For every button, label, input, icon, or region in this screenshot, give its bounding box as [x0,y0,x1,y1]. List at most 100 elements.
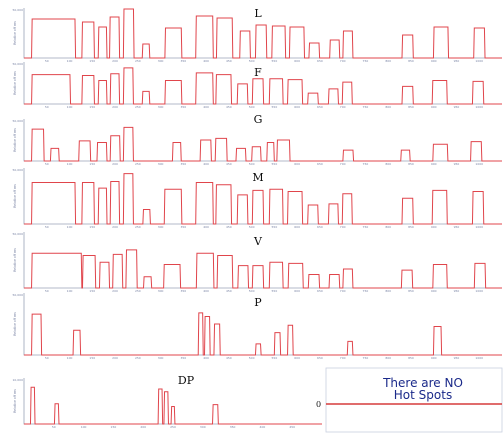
panel-v: 50,000 Relative off ms 50 100 150 200 250 300 35… [13,232,502,293]
x-tick-label: 550 [272,356,278,360]
panel-label: G [254,113,263,126]
peak-mark [50,148,59,161]
x-tick-label: 100 [67,59,73,63]
peak-mark [252,190,263,224]
x-tick-label: 200 [112,59,118,63]
peak-mark [213,405,219,424]
x-tick-label: 350 [230,425,236,429]
x-tick-label: 400 [260,425,266,429]
panel-label: F [254,66,262,79]
peak-mark [99,262,109,288]
x-tick-label: 800 [385,59,391,63]
x-tick-label: 350 [180,289,186,293]
x-tick-label: 200 [112,105,118,109]
panel-l: 50,000 Relative off ms 50 100 150 200 250 300 35… [13,7,502,63]
peak-mark [474,263,485,288]
x-tick-label: 500 [249,105,255,109]
peak-mark [196,253,214,288]
x-tick-label: 1000 [475,59,483,63]
y-tick-label: 50,000 [13,293,24,297]
x-tick-label: 950 [454,59,460,63]
peak-mark [433,27,448,58]
x-tick-label: 350 [180,59,186,63]
x-tick-label: 900 [431,162,437,166]
peak-mark [236,148,246,161]
x-tick-label: 300 [158,225,164,229]
series-line [24,173,502,225]
peak-mark [32,75,71,104]
peak-mark [288,80,303,104]
x-tick-label: 550 [272,289,278,293]
y-tick-label: 10,000 [13,378,24,382]
x-tick-label: 300 [158,356,164,360]
x-tick-label: 150 [89,59,95,63]
peak-mark [288,325,294,355]
peak-mark [82,22,95,58]
x-tick-label: 800 [385,289,391,293]
peak-mark [237,195,248,224]
peak-mark [123,68,133,104]
peak-mark [343,269,353,288]
x-tick-label: 1000 [475,162,483,166]
y-tick-label: 50,000 [13,62,24,66]
hotspot-zero-label: 0 [316,400,321,409]
x-tick-label: 750 [363,162,369,166]
peak-mark [82,183,95,224]
peak-mark [402,86,413,104]
x-tick-label: 700 [340,59,346,63]
axes [23,293,502,356]
x-tick-label: 600 [294,59,300,63]
peak-mark [401,270,412,288]
peak-mark [123,127,133,161]
x-tick-label: 150 [111,425,117,429]
x-tick-label: 150 [89,225,95,229]
panel-label: V [253,235,263,248]
peak-mark [216,18,232,58]
x-tick-label: 850 [408,356,414,360]
x-tick-label: 1000 [475,105,483,109]
peak-mark [196,16,214,58]
peak-mark [110,181,119,224]
x-tick-label: 400 [203,59,209,63]
series-line [24,249,502,289]
series-line [24,8,502,59]
x-tick-label: 300 [158,105,164,109]
peak-mark [269,79,283,104]
x-tick-label: 250 [135,289,141,293]
peak-mark [402,35,413,58]
x-tick-label: 500 [249,59,255,63]
peak-mark [73,330,81,355]
x-tick-label: 950 [454,225,460,229]
peak-mark [143,209,151,224]
x-tick-label: 750 [363,225,369,229]
peak-mark [171,407,175,424]
panel-p: 50,000 Relative off ms 50 100 150 200 250 300 35… [13,293,502,360]
hotspot-panel: There are NO Hot Spots 0 [316,367,503,433]
y-axis-label: Relative off ms [13,389,17,413]
axes [23,119,502,162]
peak-mark [308,205,319,224]
peak-mark [474,28,485,58]
x-tick-label: 450 [226,162,232,166]
peak-mark [343,31,353,58]
peak-mark [240,31,251,58]
peak-mark [126,250,137,288]
x-tick-label: 850 [408,225,414,229]
y-tick-label: 50,000 [13,232,24,236]
x-tick-label: 400 [203,356,209,360]
x-tick-label: 50 [45,289,49,293]
x-tick-label: 850 [408,162,414,166]
x-tick-label: 300 [158,289,164,293]
peak-mark [30,387,35,424]
x-tick-label: 650 [317,105,323,109]
peak-mark [144,277,152,288]
x-tick-label: 250 [170,425,176,429]
peak-mark [432,190,447,224]
x-tick-label: 350 [180,162,186,166]
peak-mark [472,192,483,224]
x-tick-label: 200 [112,356,118,360]
x-tick-label: 450 [226,59,232,63]
peak-mark [433,264,447,288]
series-line [24,386,322,425]
x-tick-label: 900 [431,289,437,293]
